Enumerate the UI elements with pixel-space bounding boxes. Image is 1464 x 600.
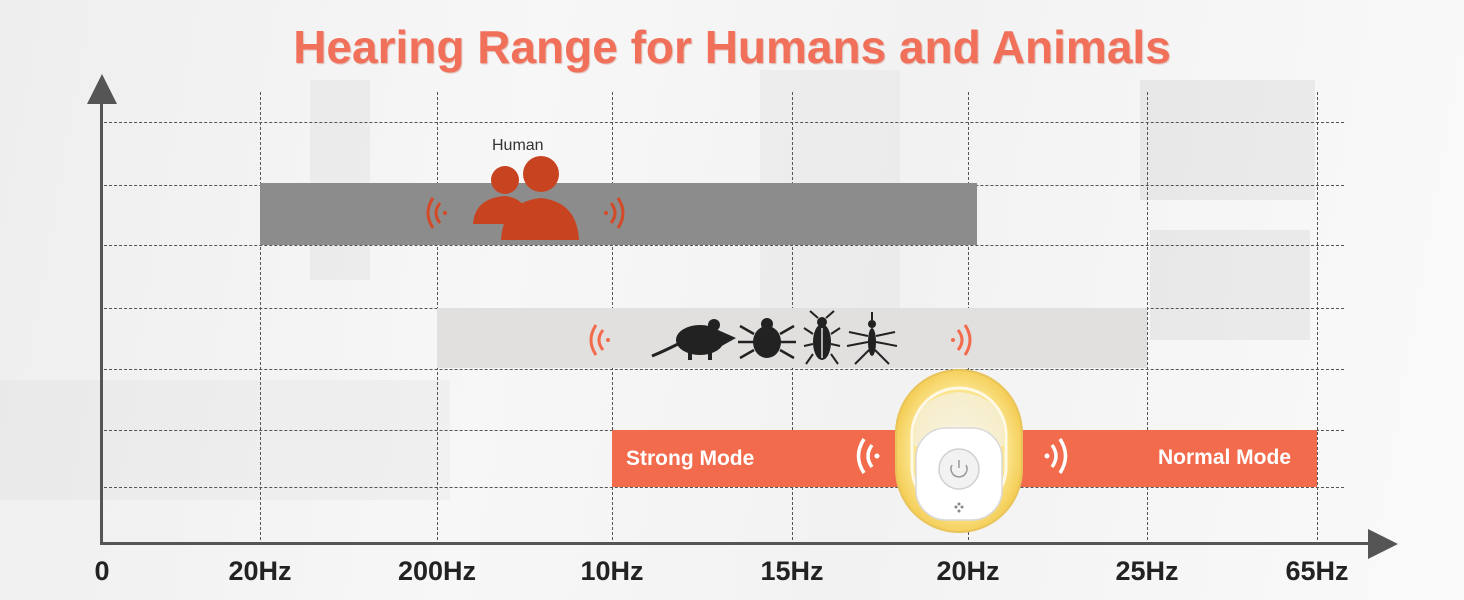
x-tick-label: 65Hz: [1285, 556, 1349, 586]
grid-line-vertical: [260, 92, 261, 545]
chart-title: Hearing Range for Humans and Animals: [293, 21, 1171, 73]
cockroach-icon: [803, 310, 841, 365]
sound-wave-icon: [604, 197, 625, 229]
human-label: Human: [492, 137, 544, 154]
human-range-band: [260, 183, 977, 245]
grid-line-horizontal: [104, 487, 1344, 488]
grid-line-vertical: [1147, 92, 1148, 545]
sound-wave-icon: [1044, 438, 1068, 474]
x-tick-label: 0: [94, 556, 110, 586]
grid-line-vertical: [1317, 92, 1318, 545]
y-axis: [100, 92, 103, 545]
background-cabinet: [1150, 230, 1310, 340]
sound-wave-icon: [856, 438, 880, 474]
x-tick-label: 20Hz: [936, 556, 1000, 586]
normal-mode-label: Normal Mode: [1158, 446, 1292, 469]
x-tick-label: 15Hz: [760, 556, 824, 586]
y-axis-arrow: [87, 74, 117, 104]
x-axis-arrow: [1368, 529, 1398, 559]
people-icon: [473, 156, 579, 240]
strong-mode-label: Strong Mode: [626, 447, 755, 470]
grid-line-horizontal: [104, 245, 1344, 246]
grid-line-horizontal: [104, 369, 1344, 370]
sound-wave-icon: [589, 324, 610, 356]
tick-icon: [738, 318, 796, 360]
x-tick-label: 10Hz: [580, 556, 644, 586]
background-cabinet: [1140, 80, 1315, 200]
mouse-icon: [651, 319, 736, 360]
grid-line-horizontal: [104, 122, 1344, 123]
x-tick-label: 25Hz: [1115, 556, 1179, 586]
background-counter: [0, 380, 450, 500]
mosquito-icon: [846, 312, 898, 365]
x-tick-label: 20Hz: [228, 556, 292, 586]
sound-wave-icon: [426, 197, 447, 229]
x-tick-label: 200Hz: [397, 556, 477, 586]
ultrasonic-repeller-device: [895, 369, 1023, 533]
x-axis: [100, 542, 1380, 545]
background-hood: [310, 80, 370, 280]
sound-wave-icon: [951, 324, 972, 356]
